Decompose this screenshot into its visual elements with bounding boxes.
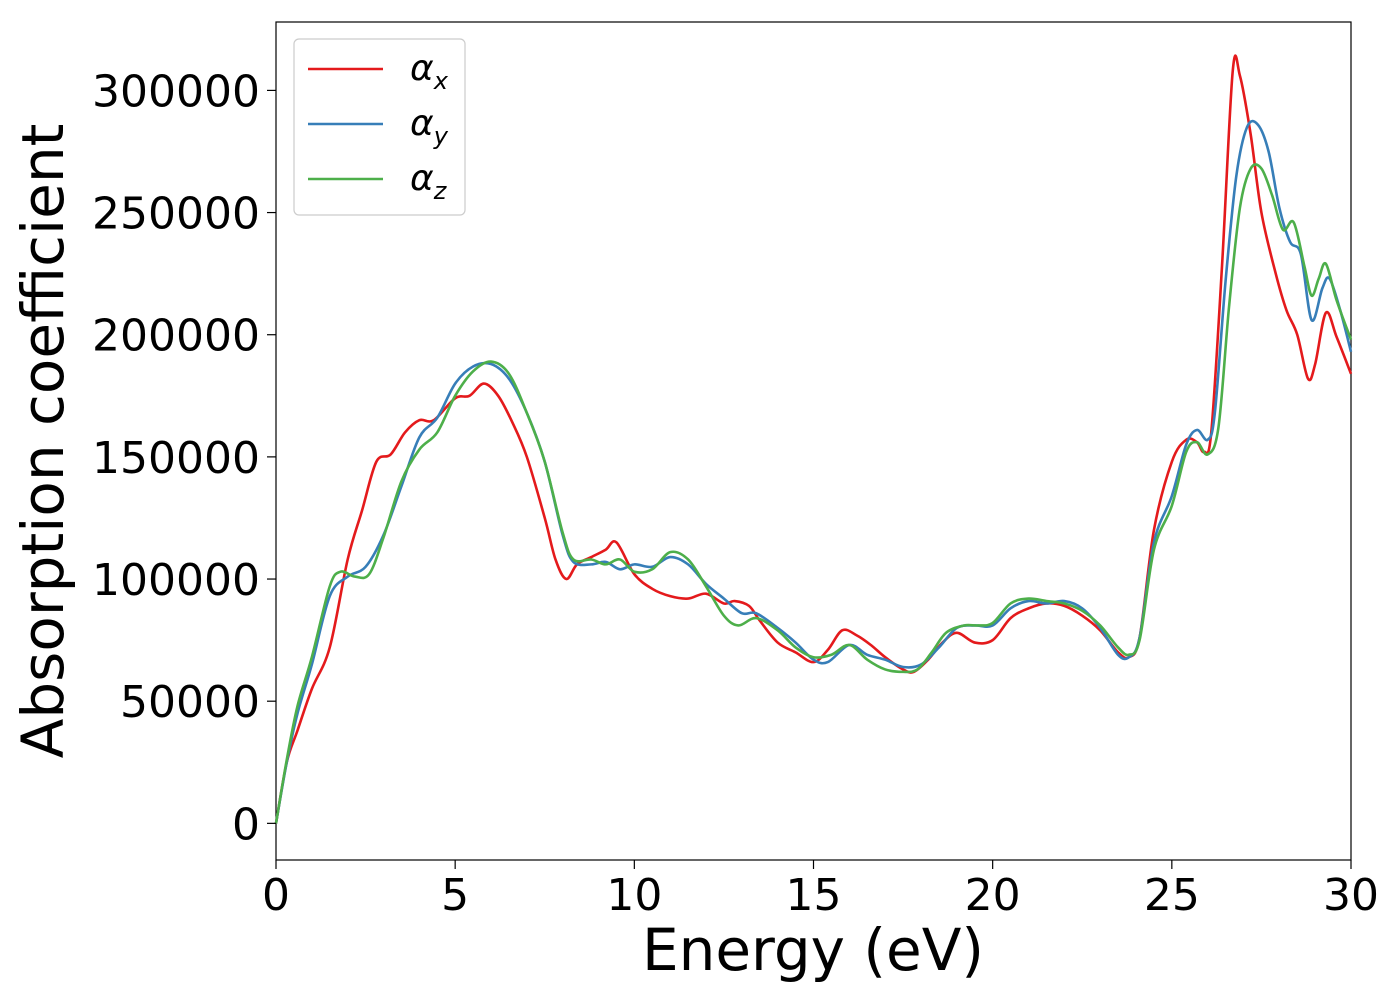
y-axis-ticks: 0 50000 100000 150000 200000 250000 300000: [92, 66, 276, 850]
y-tick-label: 300000: [92, 66, 260, 117]
series-line-alpha-z: [274, 163, 1353, 824]
y-axis-title: Absorption coefficient: [9, 124, 77, 759]
x-tick-label: 10: [606, 870, 662, 921]
x-tick-label: 15: [786, 870, 842, 921]
x-axis-title: Energy (eV): [642, 916, 984, 984]
x-tick-label: 25: [1144, 870, 1200, 921]
x-tick-label: 0: [262, 870, 290, 921]
y-tick-label: 100000: [92, 555, 260, 606]
legend-frame: [293, 38, 466, 216]
series-line-alpha-y: [274, 119, 1353, 824]
x-axis-ticks: 0 5 10 15 20 25 30: [262, 860, 1379, 921]
y-tick-label: 250000: [92, 189, 260, 240]
y-tick-label: 0: [232, 799, 260, 850]
y-tick-label: 50000: [120, 677, 260, 728]
x-tick-label: 20: [965, 870, 1021, 921]
x-tick-label: 30: [1323, 870, 1379, 921]
series-layer: [274, 54, 1353, 824]
x-tick-label: 5: [441, 870, 469, 921]
y-tick-label: 150000: [92, 433, 260, 484]
series-line-alpha-x: [274, 54, 1353, 824]
y-tick-label: 200000: [92, 311, 260, 362]
